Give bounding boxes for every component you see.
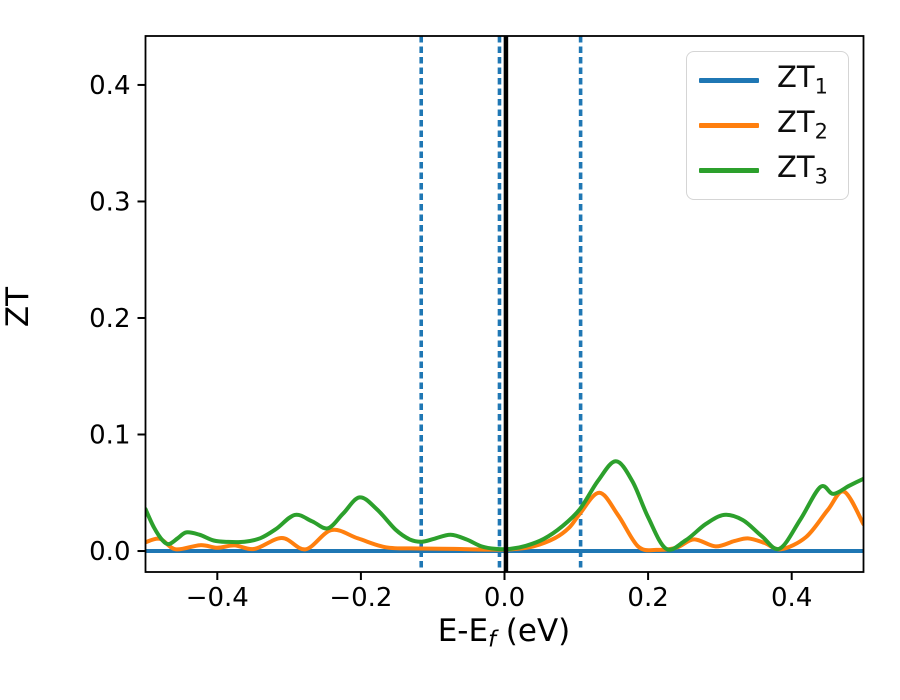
x-tick-label-2: 0.0 — [484, 583, 525, 613]
x-axis-label-pre: E-E — [437, 613, 489, 649]
y-tick-label-4: 0.4 — [89, 71, 130, 101]
y-tick-label-0: 0.0 — [89, 537, 130, 567]
x-axis-label-post: (eV) — [495, 613, 571, 649]
x-tick-label-3: 0.2 — [627, 583, 668, 613]
legend-label-1: ZT1 — [777, 60, 828, 99]
legend-item-zt2: ZT2 — [699, 108, 836, 142]
series-line-zt2 — [145, 489, 864, 553]
legend-item-zt3: ZT3 — [699, 153, 836, 187]
legend: ZT1 ZT2 ZT3 — [686, 51, 849, 200]
x-axis-label: E-Ef (eV) — [304, 613, 704, 653]
x-axis-label-subscript: f — [488, 626, 496, 653]
legend-line-sample-1 — [699, 78, 759, 83]
series-line-zt3 — [145, 459, 864, 552]
x-tick-label-0: −0.4 — [186, 583, 249, 613]
legend-line-sample-3 — [699, 168, 759, 173]
y-tick-label-1: 0.1 — [89, 421, 130, 451]
legend-label-3: ZT3 — [777, 150, 828, 189]
legend-item-zt1: ZT1 — [699, 63, 836, 97]
x-tick-label-1: −0.2 — [329, 583, 392, 613]
legend-label-2: ZT2 — [777, 105, 828, 144]
y-tick-label-3: 0.3 — [89, 187, 130, 217]
legend-line-sample-2 — [699, 123, 759, 128]
y-tick-label-2: 0.2 — [89, 304, 130, 334]
x-tick-label-4: 0.4 — [771, 583, 812, 613]
